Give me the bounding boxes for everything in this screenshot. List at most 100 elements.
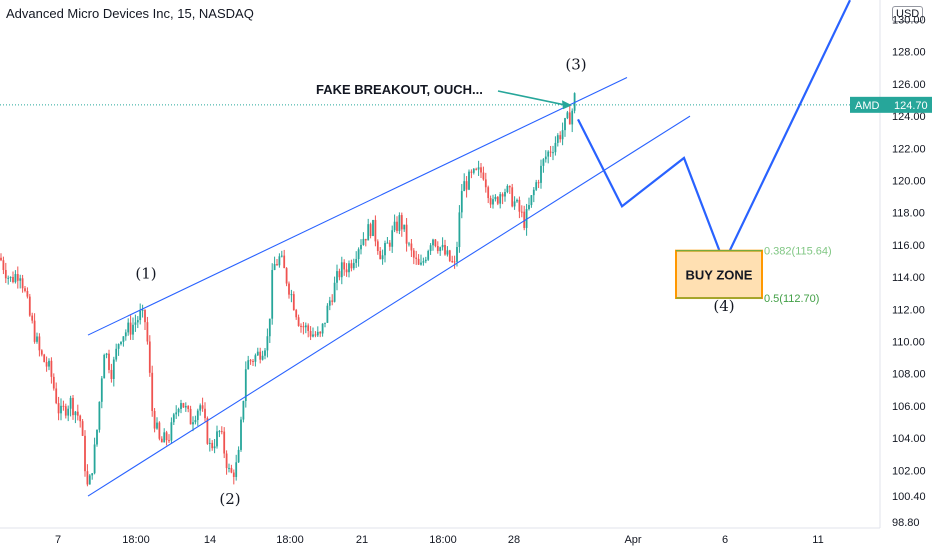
- y-tick-label: 98.80: [892, 517, 920, 529]
- candle-body: [321, 323, 324, 334]
- y-tick-label: 110.00: [892, 337, 925, 349]
- candle-body: [355, 259, 358, 263]
- candle-body: [228, 467, 230, 469]
- candle-body: [244, 369, 247, 402]
- candle-body: [172, 414, 175, 423]
- y-tick-label: 124.00: [892, 111, 926, 123]
- candle-body: [549, 151, 552, 153]
- x-tick-label: 7: [55, 534, 61, 546]
- candle-body: [446, 250, 449, 255]
- candle-body: [482, 172, 485, 180]
- candle-body: [108, 353, 110, 370]
- candle-body: [384, 243, 386, 256]
- candle-body: [271, 270, 274, 319]
- y-tick-label: 108.00: [892, 369, 926, 381]
- y-tick-label: 112.00: [892, 304, 925, 316]
- candle-body: [333, 282, 336, 302]
- candle-body: [57, 403, 60, 414]
- candle-body: [38, 336, 41, 351]
- wedge-lower-line: [87, 115, 691, 497]
- candle-body: [405, 224, 408, 244]
- candle-body: [110, 369, 113, 379]
- y-tick-label: 122.00: [892, 143, 926, 155]
- candle-body: [218, 431, 221, 433]
- chart-title: Advanced Micro Devices Inc, 15, NASDAQ: [6, 6, 254, 21]
- candle-body: [136, 320, 139, 323]
- candle-body: [520, 211, 523, 213]
- candle-body: [36, 336, 38, 342]
- candle-body: [240, 419, 242, 450]
- candle-body: [266, 336, 269, 351]
- x-tick-label: 28: [508, 534, 520, 546]
- candle-body: [528, 205, 530, 210]
- candle-body: [12, 276, 14, 283]
- candle-body: [420, 262, 422, 265]
- candle-body: [62, 405, 65, 407]
- candle-body: [523, 211, 526, 228]
- y-tick-label: 100.40: [892, 491, 926, 503]
- candle-body: [276, 263, 278, 266]
- candle-body: [261, 355, 264, 360]
- candle-body: [571, 110, 574, 125]
- candle-body: [235, 462, 238, 477]
- last-price-label: 124.70: [894, 100, 928, 112]
- candle-body: [60, 405, 62, 414]
- x-tick-label: 18:00: [429, 534, 457, 546]
- y-tick-label: 106.00: [892, 401, 926, 413]
- y-tick-label: 104.00: [892, 433, 926, 445]
- candle-body: [470, 171, 473, 173]
- candle-body: [232, 472, 235, 477]
- candle-body: [81, 421, 84, 436]
- candle-body: [139, 310, 142, 321]
- candle-body: [441, 244, 444, 248]
- candle-body: [127, 322, 130, 333]
- candle-body: [448, 250, 451, 262]
- buy-zone-label: BUY ZONE: [686, 267, 753, 282]
- candle-body: [566, 112, 569, 119]
- candle-body: [254, 355, 257, 362]
- candle-body: [513, 201, 516, 207]
- candle-body: [352, 262, 355, 269]
- candle-body: [64, 406, 67, 416]
- candle-body: [148, 341, 151, 373]
- candle-body: [163, 432, 166, 443]
- candle-body: [100, 378, 103, 402]
- annotation-arrowhead: [562, 100, 572, 110]
- candle-body: [84, 435, 86, 472]
- candle-body: [33, 320, 36, 342]
- symbol-tag: [850, 96, 882, 113]
- candle-body: [451, 261, 454, 263]
- candle-body: [561, 130, 564, 140]
- candle-body: [314, 334, 317, 336]
- candle-body: [477, 167, 480, 170]
- candle-body: [194, 420, 197, 423]
- candle-body: [79, 415, 82, 422]
- candle-body: [415, 257, 418, 259]
- candle-body: [165, 432, 168, 441]
- candle-body: [31, 315, 34, 321]
- candle-body: [568, 112, 571, 125]
- candle-body: [511, 187, 514, 207]
- currency-badge[interactable]: USD: [892, 6, 924, 22]
- candle-body: [319, 331, 322, 334]
- candle-body: [307, 325, 310, 332]
- candle-body: [381, 255, 384, 260]
- candle-body: [489, 198, 492, 205]
- candle-body: [396, 221, 398, 231]
- candle-body: [93, 444, 96, 474]
- x-tick-label: 11: [812, 534, 823, 546]
- candle-body: [456, 247, 458, 262]
- candle-body: [88, 475, 91, 485]
- candle-body: [518, 199, 521, 212]
- candle-body: [412, 250, 415, 258]
- candle-body: [144, 309, 146, 323]
- candle-body: [494, 196, 497, 200]
- x-tick-label: 14: [204, 534, 216, 546]
- candle-body: [432, 239, 434, 246]
- candle-body: [115, 348, 118, 360]
- annotation-arrow: [497, 90, 567, 107]
- candle-body: [400, 215, 403, 230]
- candle-body: [153, 410, 156, 429]
- candle-body: [141, 309, 144, 311]
